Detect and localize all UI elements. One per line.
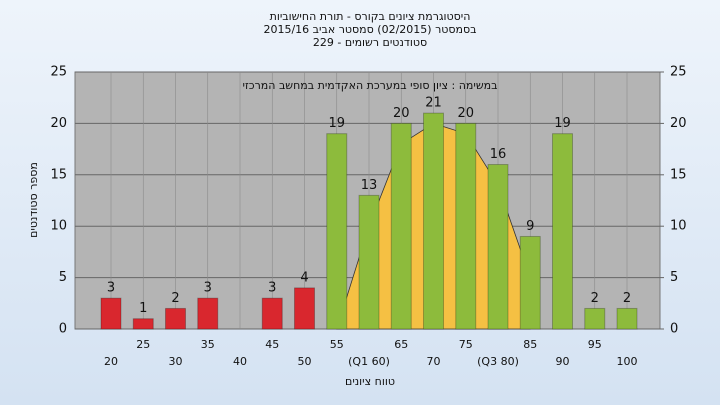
data-label: 19	[328, 116, 345, 131]
bar	[390, 122, 412, 330]
bar	[455, 122, 477, 330]
data-label: 3	[107, 281, 115, 296]
x-tick-label: 35	[201, 338, 215, 351]
bar	[584, 307, 606, 330]
data-label: 1	[139, 301, 147, 316]
x-tick-label: 75	[459, 338, 473, 351]
x-tick-label: (Q3 80)	[477, 355, 519, 368]
y2-tick-label: 15	[670, 167, 687, 182]
bar	[326, 133, 348, 330]
annotation: במשימה : ציון סופי במערכת האקדמית במחשב …	[243, 79, 498, 92]
y-tick-label: 25	[50, 65, 67, 80]
y-tick-label: 15	[50, 167, 67, 182]
x-tick-label: 70	[427, 355, 441, 368]
bar	[100, 297, 122, 330]
data-label: 3	[204, 281, 212, 296]
y2-tick-label: 20	[670, 116, 687, 131]
bar	[132, 318, 154, 330]
x-axis-label: טווח ציונים	[345, 375, 395, 388]
data-label: 4	[300, 270, 308, 285]
data-label: 2	[171, 291, 179, 306]
bar	[294, 287, 315, 330]
data-label: 2	[591, 291, 599, 306]
bar	[519, 235, 541, 330]
y-tick-label: 5	[59, 270, 67, 285]
y2-tick-label: 10	[670, 219, 687, 234]
x-tick-label: 85	[523, 338, 537, 351]
data-label: 13	[361, 178, 378, 193]
x-tick-label: 20	[104, 355, 118, 368]
data-label: 9	[526, 219, 534, 234]
x-tick-label: 90	[556, 355, 570, 368]
y-tick-label: 10	[50, 219, 67, 234]
x-tick-label: 25	[136, 338, 150, 351]
x-tick-label: 65	[394, 338, 408, 351]
bar	[197, 297, 219, 330]
bar	[423, 112, 444, 330]
chart-subtitle: סטודנטים רשומים - 229	[313, 36, 427, 49]
y2-tick-label: 25	[670, 65, 687, 80]
data-label: 16	[490, 147, 507, 162]
x-tick-label: 100	[617, 355, 638, 368]
bar	[552, 133, 573, 330]
y-axis-label: מספר סטודנטים	[27, 162, 40, 238]
y-tick-label: 20	[50, 116, 67, 131]
y-tick-label: 0	[59, 322, 67, 337]
x-tick-label: 40	[233, 355, 247, 368]
bar	[358, 194, 380, 330]
data-label: 3	[268, 281, 276, 296]
data-label: 20	[393, 106, 410, 121]
chart-title: היסטוגרמת ציונים בקורס - תורת החישוביות	[270, 10, 471, 23]
data-label: 19	[554, 116, 571, 131]
bar	[487, 164, 509, 330]
x-tick-label: 30	[169, 355, 183, 368]
x-tick-label: (Q1 60)	[348, 355, 390, 368]
data-label: 2	[623, 291, 631, 306]
data-label: 20	[457, 106, 474, 121]
bar	[616, 307, 638, 330]
x-tick-label: 50	[298, 355, 312, 368]
bar	[261, 297, 283, 330]
y2-tick-label: 0	[670, 322, 678, 337]
x-tick-label: 45	[265, 338, 279, 351]
chart-subtitle: בסמסטר (02/2015) סמסטר אביב 2015/16	[263, 23, 476, 36]
y2-tick-label: 5	[670, 270, 678, 285]
x-tick-label: 95	[588, 338, 602, 351]
x-tick-label: 55	[330, 338, 344, 351]
data-label: 21	[425, 96, 442, 111]
bar	[165, 307, 186, 330]
